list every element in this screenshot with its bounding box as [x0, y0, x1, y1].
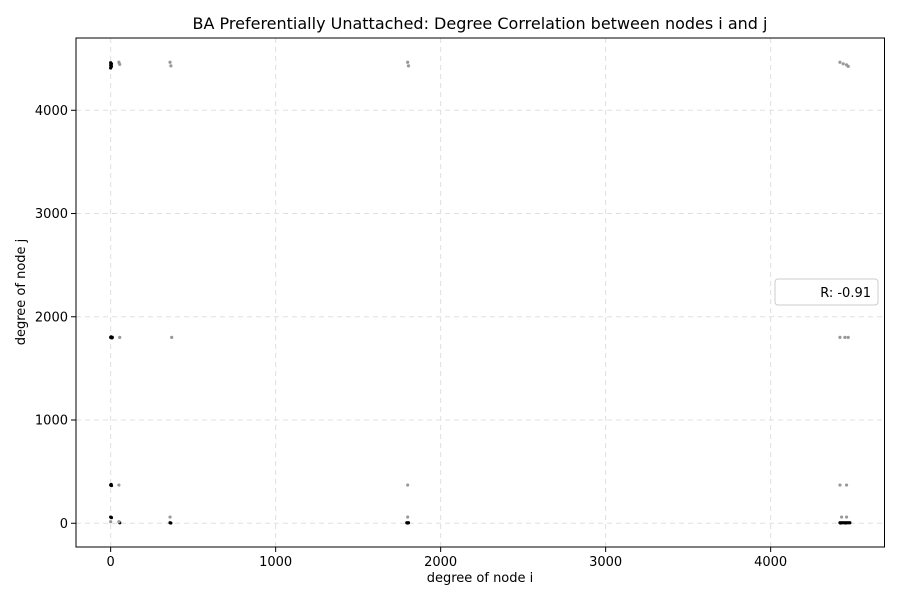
data-point	[846, 335, 850, 340]
data-point	[844, 483, 849, 487]
legend-box	[774, 278, 879, 306]
data-point	[109, 66, 113, 70]
y-tick-label: 4000	[35, 104, 68, 119]
data-point	[118, 335, 122, 340]
data-point	[117, 520, 121, 524]
data-point	[839, 521, 843, 525]
data-point	[109, 515, 114, 520]
data-point	[840, 515, 844, 519]
data-point	[844, 515, 849, 519]
data-point	[168, 60, 172, 64]
plot-area-frame	[75, 37, 885, 548]
x-axis-title: degree of node i	[427, 571, 534, 586]
x-tick-label: 0	[107, 555, 115, 570]
y-axis-title: degree of node j	[14, 239, 29, 346]
data-point	[169, 521, 173, 525]
x-tick-label: 3000	[589, 555, 622, 570]
data-point	[406, 515, 410, 519]
data-points	[109, 60, 852, 525]
data-point	[838, 483, 842, 487]
x-tick-label: 4000	[754, 555, 787, 570]
data-point	[844, 521, 848, 525]
data-point	[169, 64, 173, 68]
x-tick-label: 2000	[424, 555, 457, 570]
data-point	[843, 335, 847, 340]
axis-ticks: 0 1000 2000 3000 4000 0 1000 2000 3000 4000	[35, 104, 787, 570]
chart-title: BA Preferentially Unattached: Degree Cor…	[193, 14, 768, 33]
data-point	[838, 60, 842, 64]
data-point	[406, 64, 411, 68]
data-point	[406, 60, 410, 64]
data-point	[846, 64, 850, 68]
data-point	[170, 335, 174, 340]
data-point	[848, 521, 852, 525]
data-point	[110, 336, 114, 340]
data-point	[118, 62, 122, 66]
data-point	[117, 483, 121, 487]
y-tick-label: 3000	[35, 207, 68, 222]
data-point	[168, 515, 172, 519]
x-tick-label: 1000	[259, 555, 292, 570]
data-point	[109, 482, 113, 487]
data-point	[109, 520, 113, 524]
data-point	[406, 521, 411, 525]
data-point	[841, 62, 845, 66]
y-tick-label: 0	[60, 517, 68, 532]
y-tick-label: 1000	[35, 414, 68, 429]
y-tick-label: 2000	[35, 310, 68, 325]
data-point	[838, 335, 842, 340]
legend-label: R: -0.91	[820, 286, 871, 301]
legend: R: -0.91	[774, 278, 879, 306]
grid-lines	[76, 38, 885, 547]
data-point	[406, 483, 410, 487]
